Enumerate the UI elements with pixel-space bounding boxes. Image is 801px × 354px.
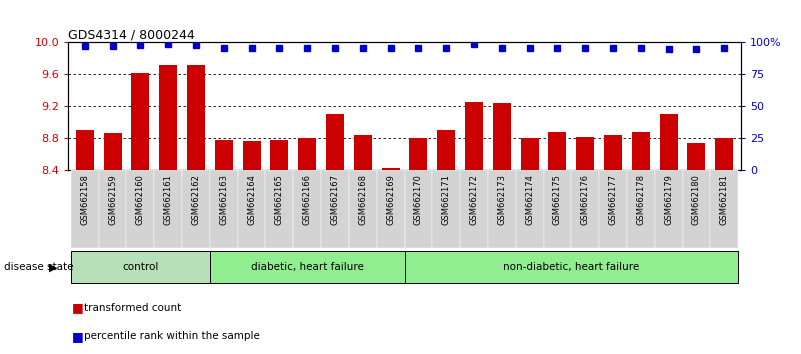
Bar xyxy=(127,170,155,248)
Bar xyxy=(632,132,650,170)
Text: disease state: disease state xyxy=(4,262,74,272)
Bar xyxy=(599,170,627,248)
Bar xyxy=(76,130,94,170)
Text: GSM662159: GSM662159 xyxy=(108,174,117,224)
Text: ▶: ▶ xyxy=(49,262,58,272)
Bar xyxy=(265,170,293,248)
Bar xyxy=(326,114,344,170)
Bar xyxy=(210,170,238,248)
Text: GSM662171: GSM662171 xyxy=(441,174,451,225)
Text: GDS4314 / 8000244: GDS4314 / 8000244 xyxy=(68,28,195,41)
Text: GSM662181: GSM662181 xyxy=(720,174,729,225)
Bar xyxy=(488,170,516,248)
Text: control: control xyxy=(123,262,159,272)
Bar xyxy=(159,65,177,170)
Text: GSM662174: GSM662174 xyxy=(525,174,534,225)
Bar xyxy=(215,140,233,170)
Bar xyxy=(405,251,739,283)
Text: GSM662164: GSM662164 xyxy=(247,174,256,225)
Text: GSM662160: GSM662160 xyxy=(136,174,145,225)
Bar xyxy=(182,170,210,248)
Text: GSM662163: GSM662163 xyxy=(219,174,228,225)
Text: GSM662179: GSM662179 xyxy=(664,174,673,225)
Bar xyxy=(271,140,288,170)
Bar xyxy=(516,170,544,248)
Bar xyxy=(354,135,372,170)
Text: GSM662180: GSM662180 xyxy=(692,174,701,225)
Bar xyxy=(321,170,349,248)
Bar xyxy=(298,138,316,170)
Text: GSM662173: GSM662173 xyxy=(497,174,506,225)
Bar xyxy=(627,170,654,248)
Bar xyxy=(687,143,706,170)
Bar xyxy=(576,137,594,170)
Text: GSM662175: GSM662175 xyxy=(553,174,562,225)
Bar xyxy=(571,170,599,248)
Bar xyxy=(243,141,260,170)
Text: GSM662177: GSM662177 xyxy=(609,174,618,225)
Text: GSM662158: GSM662158 xyxy=(80,174,89,225)
Bar xyxy=(465,102,483,170)
Text: GSM662178: GSM662178 xyxy=(636,174,646,225)
Bar xyxy=(710,170,739,248)
Bar xyxy=(460,170,488,248)
Bar xyxy=(409,138,428,170)
Bar xyxy=(544,170,571,248)
Bar xyxy=(654,170,682,248)
Bar xyxy=(376,170,405,248)
Text: non-diabetic, heart failure: non-diabetic, heart failure xyxy=(503,262,639,272)
Bar xyxy=(131,73,150,170)
Text: transformed count: transformed count xyxy=(84,303,181,313)
Bar xyxy=(293,170,321,248)
Bar xyxy=(210,251,405,283)
Bar xyxy=(604,135,622,170)
Bar xyxy=(349,170,376,248)
Bar xyxy=(99,170,127,248)
Text: GSM662170: GSM662170 xyxy=(414,174,423,225)
Text: GSM662165: GSM662165 xyxy=(275,174,284,225)
Text: GSM662162: GSM662162 xyxy=(191,174,200,225)
Text: ■: ■ xyxy=(72,302,84,314)
Bar xyxy=(521,138,538,170)
Text: GSM662168: GSM662168 xyxy=(358,174,368,225)
Text: percentile rank within the sample: percentile rank within the sample xyxy=(84,331,260,341)
Text: GSM662161: GSM662161 xyxy=(163,174,173,225)
Text: ■: ■ xyxy=(72,330,84,343)
Bar xyxy=(715,138,733,170)
Bar xyxy=(103,133,122,170)
Text: GSM662166: GSM662166 xyxy=(303,174,312,225)
Bar xyxy=(381,167,400,170)
Text: GSM662167: GSM662167 xyxy=(331,174,340,225)
Bar xyxy=(493,103,511,170)
Bar xyxy=(437,130,455,170)
Bar xyxy=(659,114,678,170)
Bar xyxy=(405,170,433,248)
Bar xyxy=(70,170,99,248)
Text: diabetic, heart failure: diabetic, heart failure xyxy=(251,262,364,272)
Bar xyxy=(549,132,566,170)
Text: GSM662172: GSM662172 xyxy=(469,174,478,225)
Text: GSM662169: GSM662169 xyxy=(386,174,395,225)
Bar xyxy=(433,170,460,248)
Bar xyxy=(70,251,210,283)
Bar xyxy=(155,170,182,248)
Text: GSM662176: GSM662176 xyxy=(581,174,590,225)
Bar xyxy=(238,170,265,248)
Bar xyxy=(187,65,205,170)
Bar xyxy=(682,170,710,248)
